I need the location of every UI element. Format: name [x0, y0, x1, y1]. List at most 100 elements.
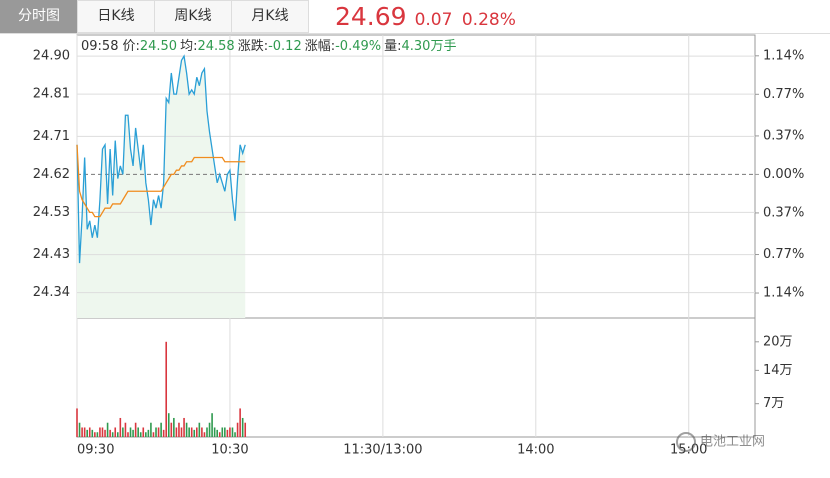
y-tick-label: 24.53: [33, 205, 70, 220]
y2-tick-label: 0.77%: [763, 247, 804, 262]
volume-bar: [160, 422, 162, 437]
volume-bar: [188, 427, 190, 437]
volume-tick-label: 7万: [763, 396, 784, 411]
price-change: 0.07: [414, 10, 453, 30]
last-price: 24.69: [335, 2, 407, 31]
volume-bar: [94, 432, 96, 437]
volume-bar: [162, 429, 165, 437]
volume-bar: [122, 427, 124, 437]
volume-bar: [183, 417, 185, 437]
volume-bar: [167, 413, 170, 437]
volume-bar: [147, 429, 150, 437]
tab[interactable]: 分时图: [0, 0, 78, 33]
volume-bar: [127, 432, 129, 437]
info-label: 价:: [122, 39, 139, 54]
volume-bar: [175, 427, 178, 437]
volume-tick-label: 20万: [763, 334, 793, 349]
volume-bar: [178, 422, 180, 437]
info-label: 量:: [384, 39, 401, 54]
y2-tick-label: 1.14%: [763, 286, 804, 301]
volume-bar: [109, 429, 111, 437]
volume-bar: [218, 432, 221, 437]
volume-bar: [244, 422, 247, 437]
volume-bar: [139, 432, 142, 437]
volume-bar: [221, 427, 224, 437]
price-line: [76, 54, 246, 264]
info-label: 均:: [180, 39, 197, 54]
volume-bar: [173, 417, 175, 437]
volume-bar: [83, 427, 86, 437]
y2-tick-label: 0.37%: [763, 205, 804, 220]
volume-bar: [99, 427, 101, 437]
volume-bar: [208, 422, 211, 437]
volume-bar: [201, 427, 203, 437]
volume-bar: [116, 432, 119, 437]
volume-bar: [180, 427, 183, 437]
volume-bar: [86, 429, 88, 437]
x-tick-label: 09:30: [77, 443, 114, 458]
volume-bar: [211, 413, 213, 437]
average-line: [76, 144, 246, 218]
header-rule: [0, 33, 830, 34]
y-tick-label: 24.81: [33, 87, 70, 102]
volume-bar: [198, 422, 201, 437]
tab-bar: 分时图 日K线 周K线 月K线: [0, 0, 309, 33]
volume-bar: [119, 417, 122, 437]
volume-bar: [206, 427, 208, 437]
volume-bar: [190, 427, 193, 437]
volume-bar: [155, 427, 157, 437]
y2-tick-label: 1.14%: [763, 48, 804, 63]
info-label: 涨跌:: [238, 38, 268, 54]
volume-bar: [111, 432, 114, 437]
y2-tick-label: 0.77%: [763, 87, 804, 102]
watermark-text: 电池工业网: [700, 435, 765, 450]
info-value: -0.49%: [335, 39, 381, 54]
x-tick-label: 11:30/13:00: [343, 443, 422, 458]
price-change-percent: 0.28%: [461, 10, 516, 30]
tab[interactable]: 月K线: [231, 0, 309, 33]
volume-bar: [142, 427, 145, 437]
volume-bar: [78, 422, 81, 437]
info-value: -0.12: [268, 39, 302, 54]
volume-bar: [170, 422, 173, 437]
volume-bar: [134, 422, 137, 437]
volume-bar: [150, 422, 152, 437]
quote: 24.69 0.07 0.28%: [335, 2, 520, 31]
info-label: 涨幅:: [305, 39, 335, 54]
price-area: [77, 56, 246, 318]
y-tick-label: 24.43: [33, 247, 70, 262]
info-value: 4.30万手: [402, 39, 457, 54]
info-value: 24.58: [197, 39, 234, 54]
volume-bar: [132, 429, 134, 437]
volume-bar: [224, 427, 226, 437]
volume-bar: [226, 429, 229, 437]
volume-bar: [213, 427, 216, 437]
volume-bar: [185, 422, 188, 437]
volume-bar: [124, 422, 127, 437]
volume-bar: [193, 429, 196, 437]
volume-bar: [203, 432, 206, 437]
volume-bar: [145, 432, 147, 437]
volume-bar: [96, 432, 99, 437]
x-tick-label: 14:00: [517, 443, 554, 458]
volume-bar: [241, 417, 244, 437]
volume-tick-label: 14万: [763, 363, 793, 378]
volume-bar: [81, 427, 83, 437]
volume-bar: [165, 341, 168, 437]
watermark-icon: [676, 432, 696, 452]
x-tick-label: 10:30: [211, 443, 248, 458]
volume-bar: [195, 427, 198, 437]
info-value: 24.50: [140, 39, 177, 54]
volume-bar: [76, 408, 78, 437]
info-time: 09:58: [81, 39, 118, 54]
volume-bar: [231, 427, 234, 437]
y2-tick-label: 0.37%: [763, 128, 804, 143]
tab[interactable]: 日K线: [77, 0, 155, 33]
volume-bar: [157, 427, 160, 437]
volume-bar: [239, 408, 241, 437]
y-tick-label: 24.71: [33, 129, 70, 144]
tab[interactable]: 周K线: [154, 0, 232, 33]
volume-bar: [106, 422, 109, 437]
